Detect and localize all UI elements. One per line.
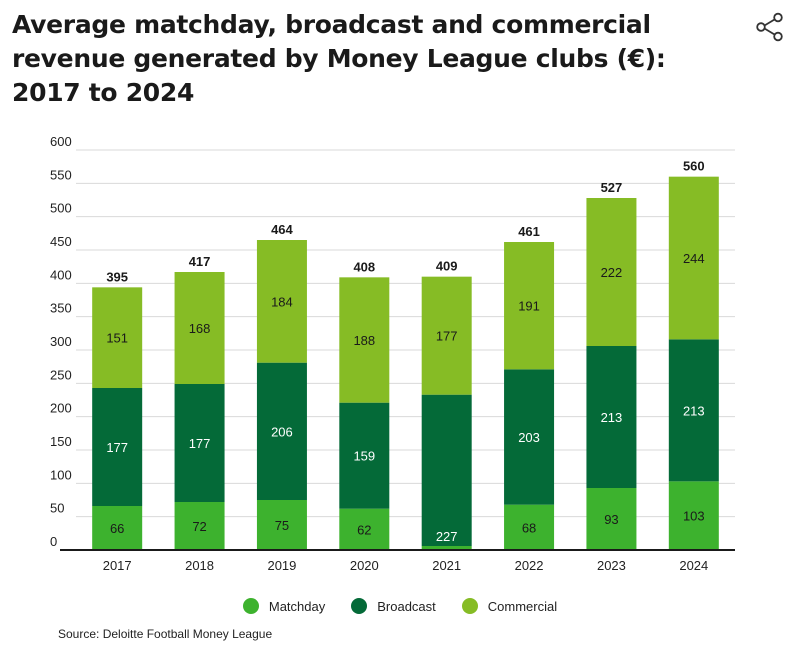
bar-segment-matchday xyxy=(339,508,390,550)
data-label-broadcast: 177 xyxy=(189,436,211,451)
bar-segment-commercial xyxy=(668,176,719,340)
data-label-commercial: 222 xyxy=(601,265,623,280)
legend-item-matchday[interactable]: Matchday xyxy=(242,598,326,614)
x-tick-label: 2023 xyxy=(597,558,626,573)
data-label-commercial: 151 xyxy=(106,331,128,346)
data-label-broadcast: 227 xyxy=(436,529,458,544)
source-note: Source: Deloitte Football Money League xyxy=(58,627,273,641)
total-label: 417 xyxy=(189,254,211,269)
total-label: 560 xyxy=(683,159,705,174)
x-tick-label: 2022 xyxy=(515,558,544,573)
total-label: 408 xyxy=(353,259,375,274)
bar-segment-commercial xyxy=(339,277,390,403)
y-tick-label: 50 xyxy=(50,501,64,516)
data-label-matchday: 75 xyxy=(275,518,289,533)
bar-segment-broadcast xyxy=(421,394,472,546)
legend-swatch-matchday xyxy=(242,598,259,614)
data-label-broadcast: 177 xyxy=(106,440,128,455)
bar-segment-matchday xyxy=(586,488,637,550)
legend-label-commercial: Commercial xyxy=(487,598,558,614)
data-label-matchday: 93 xyxy=(604,512,618,527)
y-tick-label: 0 xyxy=(50,534,57,549)
bar-segment-commercial xyxy=(174,272,225,384)
y-tick-label: 300 xyxy=(50,334,72,349)
x-tick-label: 2024 xyxy=(679,558,708,573)
data-label-matchday: 62 xyxy=(357,522,371,537)
chart-title: Average matchday, broadcast and commerci… xyxy=(12,10,666,107)
data-label-matchday: 72 xyxy=(192,519,206,534)
data-label-matchday: 68 xyxy=(522,520,536,535)
bar-segment-commercial xyxy=(421,276,472,395)
data-label-commercial: 168 xyxy=(189,321,211,336)
y-tick-label: 100 xyxy=(50,467,72,482)
stacked-bar-chart: 0 50 100 150 200 250 300 350 400 450 500 550 600 66 17… xyxy=(50,134,735,573)
legend-item-broadcast[interactable]: Broadcast xyxy=(351,598,436,614)
legend: Matchday Broadcast Commercial xyxy=(0,598,800,614)
bar-segment-commercial xyxy=(92,287,143,388)
bar-segment-matchday xyxy=(421,546,472,550)
bar-segment-matchday xyxy=(256,500,307,550)
bar-segment-broadcast xyxy=(174,384,225,502)
total-label: 464 xyxy=(271,222,293,237)
legend-swatch-commercial xyxy=(461,598,478,614)
y-tick-label: 150 xyxy=(50,434,72,449)
bar-segment-broadcast xyxy=(256,362,307,500)
y-tick-label: 550 xyxy=(50,167,72,182)
data-label-commercial: 184 xyxy=(271,294,293,309)
legend-swatch-broadcast xyxy=(351,598,368,614)
share-icon xyxy=(756,12,783,42)
total-label: 527 xyxy=(601,180,623,195)
y-tick-label: 600 xyxy=(50,134,72,149)
bar-segment-commercial xyxy=(504,242,555,370)
data-label-broadcast: 213 xyxy=(683,403,705,418)
y-tick-label: 400 xyxy=(50,267,72,282)
bar-segment-matchday xyxy=(668,481,719,550)
legend-label-matchday: Matchday xyxy=(268,598,326,614)
bar-segment-broadcast xyxy=(668,339,719,482)
data-label-commercial: 191 xyxy=(518,299,540,314)
bar-segment-matchday xyxy=(92,506,143,550)
bar-segment-commercial xyxy=(256,240,307,363)
bar-segment-broadcast xyxy=(504,369,555,505)
share-button[interactable] xyxy=(752,10,786,44)
bar-segment-commercial xyxy=(586,198,637,346)
data-label-broadcast: 213 xyxy=(601,410,623,425)
data-label-broadcast: 206 xyxy=(271,424,293,439)
bar-segment-broadcast xyxy=(92,388,143,506)
x-tick-label: 2019 xyxy=(267,558,296,573)
y-tick-label: 250 xyxy=(50,367,72,382)
x-tick-label: 2018 xyxy=(185,558,214,573)
x-tick-label: 2017 xyxy=(103,558,132,573)
data-label-commercial: 244 xyxy=(683,251,705,266)
x-tick-label: 2020 xyxy=(350,558,379,573)
y-tick-label: 500 xyxy=(50,201,72,216)
y-tick-label: 450 xyxy=(50,234,72,249)
legend-item-commercial[interactable]: Commercial xyxy=(461,598,558,614)
y-tick-label: 350 xyxy=(50,301,72,316)
total-label: 395 xyxy=(106,269,128,284)
bar-segment-broadcast xyxy=(586,346,637,488)
bar-segment-broadcast xyxy=(339,402,390,509)
bar-segment-matchday xyxy=(504,504,555,550)
data-label-broadcast: 203 xyxy=(518,430,540,445)
x-tick-label: 2021 xyxy=(432,558,461,573)
y-tick-label: 200 xyxy=(50,401,72,416)
data-label-commercial: 188 xyxy=(353,333,375,348)
data-label-matchday: 103 xyxy=(683,509,705,524)
total-label: 409 xyxy=(436,259,458,274)
data-label-broadcast: 159 xyxy=(353,449,375,464)
data-label-commercial: 177 xyxy=(436,329,458,344)
legend-label-broadcast: Broadcast xyxy=(377,598,436,614)
total-label: 461 xyxy=(518,224,540,239)
data-label-matchday: 66 xyxy=(110,521,124,536)
bar-segment-matchday xyxy=(174,502,225,550)
